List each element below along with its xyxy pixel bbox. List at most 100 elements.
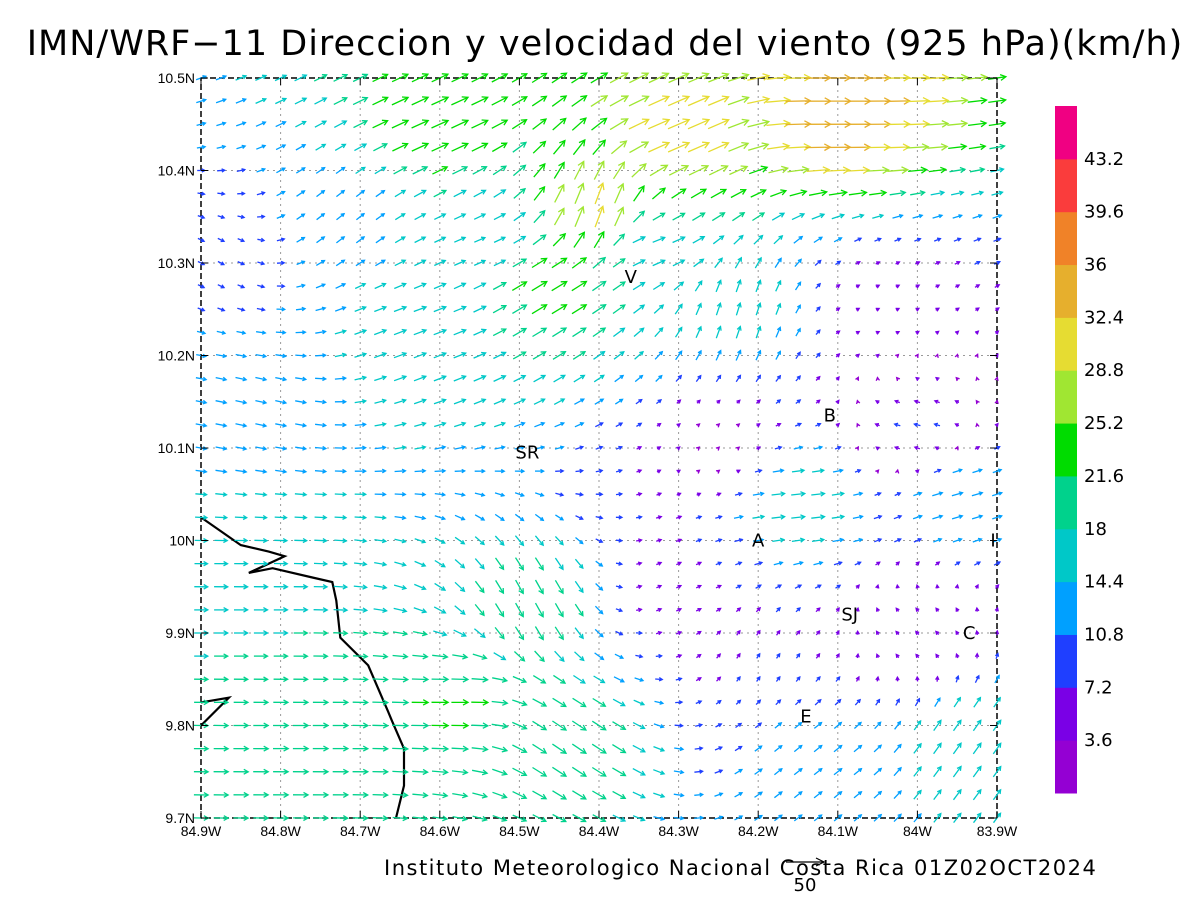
wind-arrow-shaft xyxy=(333,608,348,611)
wind-arrow-shaft xyxy=(846,169,870,172)
wind-arrow-head xyxy=(976,719,982,725)
wind-arrow-head xyxy=(876,561,881,566)
wind-arrow-head xyxy=(441,631,448,637)
wind-arrow-shaft xyxy=(715,303,722,316)
y-tick-label: 10.3N xyxy=(158,255,195,271)
wind-arrow-head xyxy=(222,98,227,103)
wind-arrow-shaft xyxy=(216,122,226,127)
wind-arrow xyxy=(492,814,508,822)
wind-arrow xyxy=(775,422,782,427)
wind-arrow xyxy=(994,606,999,612)
wind-arrow xyxy=(935,675,940,682)
wind-arrow-shaft xyxy=(813,791,823,799)
wind-arrow xyxy=(374,538,388,544)
wind-arrow-head xyxy=(620,793,627,799)
wind-arrow xyxy=(875,307,881,312)
wind-arrow xyxy=(552,813,567,823)
wind-arrow xyxy=(915,376,920,382)
wind-arrow-head xyxy=(382,676,389,683)
wind-arrow xyxy=(895,353,900,358)
wind-arrow-head xyxy=(781,165,790,174)
wind-arrow-head xyxy=(560,701,567,708)
wind-arrow xyxy=(634,350,645,360)
wind-arrow-head xyxy=(200,307,206,312)
wind-arrow xyxy=(772,537,786,543)
wind-arrow-head xyxy=(897,766,902,772)
wind-arrow xyxy=(873,790,883,799)
wind-arrow xyxy=(972,468,983,474)
wind-arrow-shaft xyxy=(730,189,747,199)
wind-arrow-shaft xyxy=(296,284,305,288)
wind-arrow xyxy=(716,399,721,404)
wind-arrow-head xyxy=(956,260,961,265)
wind-arrow-head xyxy=(382,745,390,752)
wind-arrow xyxy=(875,261,881,266)
wind-arrow-head xyxy=(919,190,926,197)
wind-arrow-head xyxy=(679,769,685,775)
wind-arrow-head xyxy=(600,280,607,287)
wind-arrow-shaft xyxy=(672,236,685,244)
wind-arrow xyxy=(715,561,723,566)
wind-arrow-head xyxy=(342,768,350,775)
wind-arrow-head xyxy=(619,258,626,264)
wind-arrow-head xyxy=(738,745,743,750)
wind-arrow xyxy=(795,351,801,360)
wind-arrow-head xyxy=(956,742,962,748)
wind-arrow-head xyxy=(936,261,941,266)
wind-arrow-shaft xyxy=(693,258,704,268)
wind-arrow-head xyxy=(520,212,527,218)
wind-arrow xyxy=(354,143,368,152)
wind-arrow xyxy=(915,561,920,566)
wind-arrow-shaft xyxy=(832,469,843,473)
wind-arrow xyxy=(775,279,782,292)
wind-arrow-head xyxy=(818,814,823,819)
wind-arrow-head xyxy=(975,422,980,428)
wind-arrow xyxy=(915,284,921,289)
wind-arrow xyxy=(314,120,328,128)
wind-arrow-head xyxy=(440,539,446,544)
wind-arrow xyxy=(372,791,389,798)
wind-arrow xyxy=(316,236,326,244)
wind-arrow-head xyxy=(303,722,310,729)
wind-arrow-head xyxy=(855,606,860,612)
wind-arrow-head xyxy=(818,767,823,773)
wind-arrow-head xyxy=(716,630,722,635)
wind-arrow-shaft xyxy=(531,304,547,315)
wind-arrow xyxy=(312,722,330,729)
wind-arrow-shaft xyxy=(295,121,306,128)
wind-arrow-shaft xyxy=(551,72,567,84)
wind-arrow xyxy=(352,96,369,106)
wind-arrow xyxy=(554,535,564,546)
wind-arrow-shaft xyxy=(492,677,507,682)
wind-arrow-shaft xyxy=(414,236,426,244)
wind-arrow xyxy=(293,653,309,659)
wind-arrow xyxy=(634,677,645,682)
wind-arrow-head xyxy=(875,284,881,289)
wind-arrow xyxy=(636,446,643,451)
wind-arrow xyxy=(915,675,920,682)
wind-arrow-head xyxy=(957,237,962,242)
wind-arrow xyxy=(815,422,822,427)
wind-arrow-shaft xyxy=(647,119,670,130)
wind-arrow xyxy=(696,492,702,497)
wind-arrow-head xyxy=(975,446,981,451)
wind-arrow xyxy=(374,375,388,382)
wind-arrow-shaft xyxy=(874,721,882,730)
wind-arrow xyxy=(336,212,346,221)
wind-arrow xyxy=(632,722,646,730)
wind-arrow-head xyxy=(702,95,711,103)
wind-arrow-head xyxy=(619,233,626,240)
wind-arrow xyxy=(276,283,286,289)
wind-arrow xyxy=(754,791,764,798)
wind-arrow-head xyxy=(934,446,940,451)
wind-arrow xyxy=(451,769,469,776)
wind-arrow-head xyxy=(757,349,762,355)
wind-arrow xyxy=(214,583,230,590)
wind-arrow-shaft xyxy=(555,514,564,521)
wind-arrow xyxy=(613,327,626,338)
wind-arrow-head xyxy=(202,422,208,428)
wind-arrow-head xyxy=(560,374,566,380)
wind-arrow-head xyxy=(895,284,901,289)
wind-arrow-shaft xyxy=(634,351,644,360)
